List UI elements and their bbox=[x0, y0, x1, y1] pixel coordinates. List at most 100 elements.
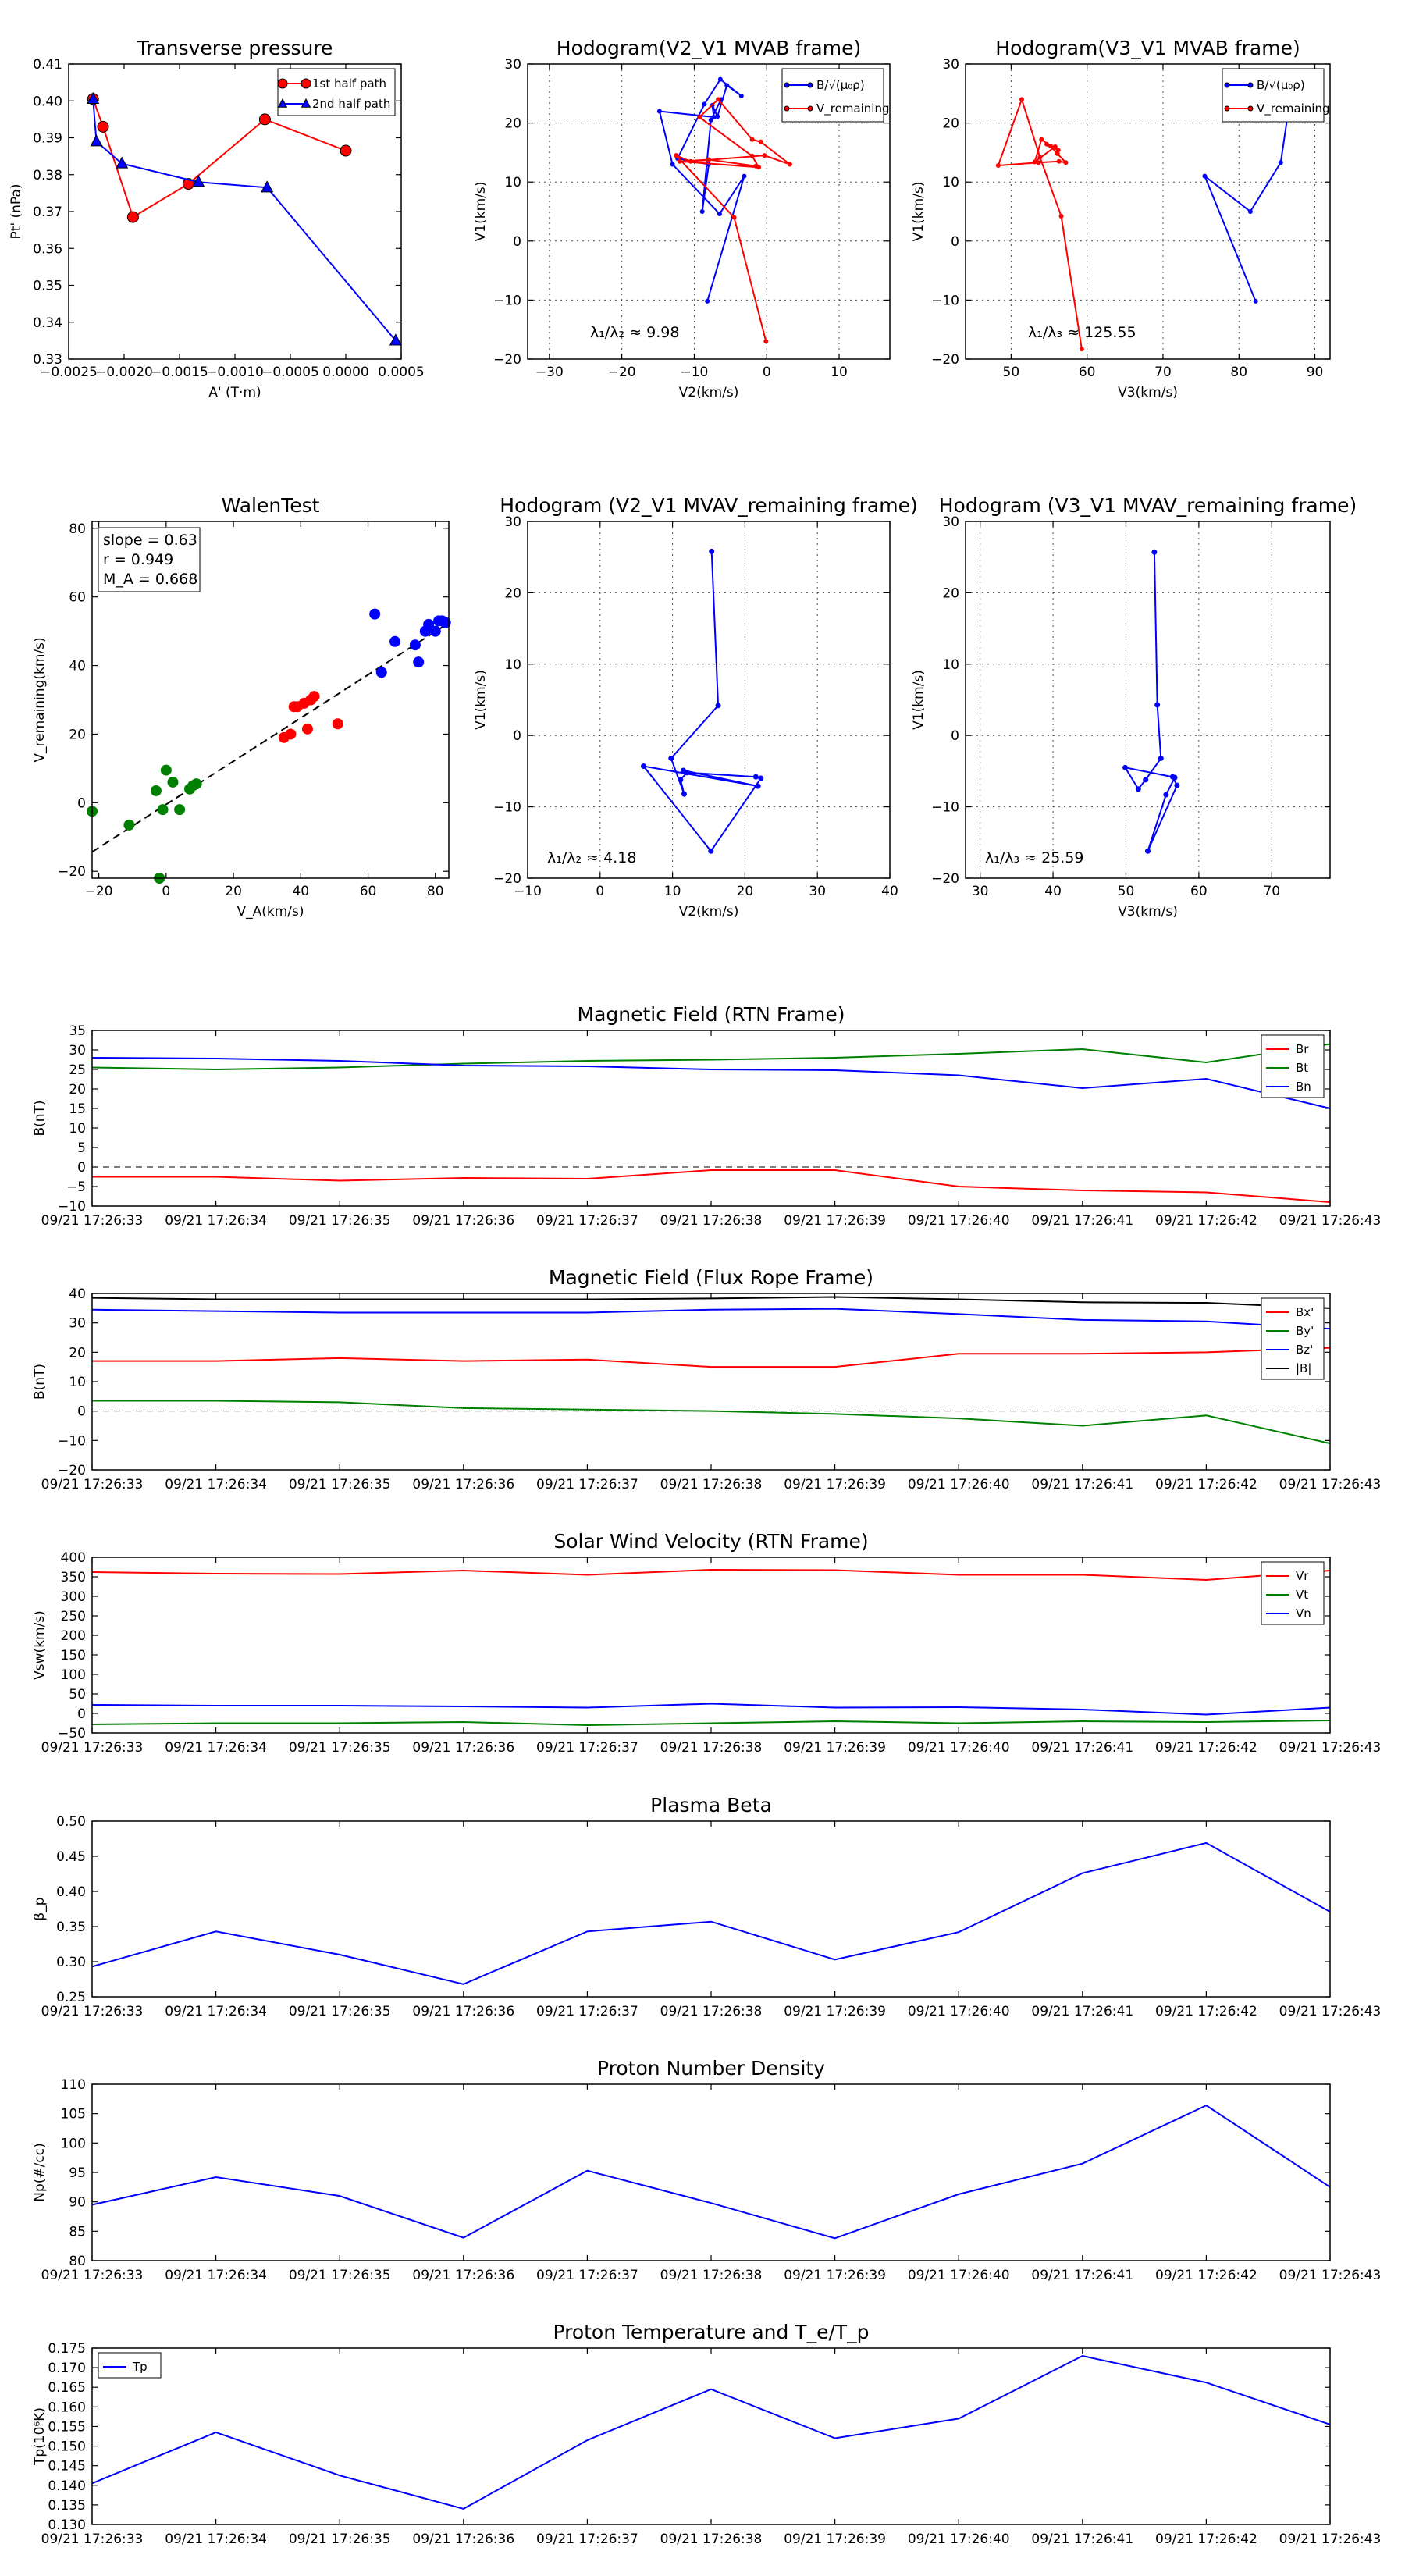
time-tick-label: 09/21 17:26:41 bbox=[1031, 1477, 1133, 1493]
data-point bbox=[1143, 777, 1149, 783]
time-tick-label: 09/21 17:26:39 bbox=[784, 1740, 886, 1756]
series-line bbox=[91, 1720, 1331, 1727]
data-point bbox=[340, 144, 352, 157]
y-axis-label: V_remaining(km/s) bbox=[32, 637, 48, 762]
time-tick-label: 09/21 17:26:34 bbox=[165, 1213, 267, 1229]
data-point bbox=[1202, 173, 1208, 179]
x-tick-label: 30 bbox=[809, 884, 826, 899]
chart-np: Proton Number Density 80 85 90 95 100 105 110 09… bbox=[32, 2057, 1381, 2283]
y-tick-label: 0 bbox=[77, 1706, 86, 1722]
y-axis-label: Pt' (nPa) bbox=[9, 184, 24, 240]
data-point bbox=[742, 173, 747, 179]
y-tick-label: −10 bbox=[58, 1199, 86, 1215]
data-point bbox=[749, 153, 755, 158]
y-axis-label: B(nT) bbox=[32, 1100, 48, 1136]
chart-vsw: Solar Wind Velocity (RTN Frame) −50 0 50 100… bbox=[32, 1530, 1381, 1756]
data-point bbox=[192, 175, 205, 187]
data-point bbox=[150, 785, 162, 796]
data-point bbox=[1154, 702, 1161, 708]
data-point bbox=[731, 215, 737, 220]
y-tick-label: −20 bbox=[493, 871, 521, 887]
chart-mv31: Hodogram (V3_V1 MVAV_remaining frame)30 4… bbox=[911, 494, 1357, 920]
data-point bbox=[1052, 144, 1058, 149]
chart-title: Transverse pressure bbox=[137, 37, 333, 59]
data-point bbox=[708, 848, 714, 854]
legend-box bbox=[1261, 1034, 1325, 1098]
data-point bbox=[1247, 209, 1253, 214]
data-point bbox=[668, 755, 674, 761]
series-line bbox=[1123, 552, 1178, 852]
time-tick-label: 09/21 17:26:37 bbox=[536, 2268, 638, 2283]
data-point bbox=[674, 153, 679, 158]
data-point bbox=[711, 115, 717, 120]
data-point bbox=[413, 656, 425, 668]
y-tick-label: 0.40 bbox=[33, 94, 62, 109]
legend-box bbox=[1222, 68, 1325, 123]
series-line bbox=[92, 98, 397, 342]
y-tick-label: −20 bbox=[58, 1463, 86, 1478]
chart-tp: Transverse pressure −0.0025−0.0020−0.0015… bbox=[9, 37, 425, 400]
x-tick-label: −20 bbox=[85, 884, 113, 899]
y-tick-label: 400 bbox=[61, 1550, 86, 1566]
data-point bbox=[1037, 155, 1043, 160]
chart-tp2: Proton Temperature and T_e/T_p 0.130 0.135… bbox=[32, 2321, 1381, 2547]
y-tick-label: −20 bbox=[493, 352, 521, 368]
y-tick-label: 0.35 bbox=[33, 279, 62, 294]
data-point bbox=[763, 339, 769, 344]
time-tick-label: 09/21 17:26:35 bbox=[289, 1213, 391, 1229]
time-tick-label: 09/21 17:26:36 bbox=[412, 2268, 514, 2283]
data-point bbox=[116, 156, 129, 169]
x-tick-label: 50 bbox=[1118, 884, 1135, 899]
eigen-ratio-annotation: λ₁/λ₃ ≈ 25.59 bbox=[985, 849, 1084, 866]
time-tick-label: 09/21 17:26:34 bbox=[165, 1740, 267, 1756]
time-tick-label: 09/21 17:26:43 bbox=[1279, 1477, 1382, 1493]
x-tick-label: 60 bbox=[360, 884, 377, 899]
x-tick-label: 80 bbox=[427, 884, 444, 899]
data-point bbox=[670, 162, 675, 167]
y-tick-label: 0.150 bbox=[48, 2439, 86, 2455]
y-tick-label: 5 bbox=[77, 1140, 86, 1156]
time-tick-label: 09/21 17:26:40 bbox=[908, 1477, 1010, 1493]
plot-frame bbox=[91, 1820, 1331, 1998]
time-tick-label: 09/21 17:26:43 bbox=[1279, 2268, 1382, 2283]
time-tick-label: 09/21 17:26:35 bbox=[289, 1477, 391, 1493]
data-point bbox=[702, 101, 707, 107]
y-tick-label: 35 bbox=[69, 1023, 86, 1039]
plot-frame bbox=[91, 1030, 1331, 1207]
y-tick-label: 10 bbox=[69, 1375, 86, 1390]
y-tick-label: 0.38 bbox=[33, 168, 62, 183]
plot-frame bbox=[68, 63, 402, 360]
data-point bbox=[758, 775, 764, 781]
time-tick-label: 09/21 17:26:41 bbox=[1031, 2268, 1133, 2283]
series-line bbox=[92, 98, 347, 219]
time-tick-label: 09/21 17:26:33 bbox=[41, 1740, 144, 1756]
chart-h31: Hodogram(V3_V1 MVAB frame) 50 60 70 80 90 −20 −… bbox=[911, 37, 1331, 400]
y-tick-label: 0.170 bbox=[48, 2361, 86, 2376]
time-tick-label: 09/21 17:26:38 bbox=[660, 1477, 763, 1493]
plot-frame bbox=[91, 1557, 1331, 1734]
data-point bbox=[285, 728, 297, 740]
data-point bbox=[681, 791, 687, 797]
y-axis-label: B(nT) bbox=[32, 1364, 48, 1400]
chart-title: Hodogram(V2_V1 MVAB frame) bbox=[557, 37, 861, 59]
time-tick-label: 09/21 17:26:35 bbox=[289, 2004, 391, 2019]
data-point bbox=[160, 764, 172, 776]
data-point bbox=[688, 158, 693, 164]
eigen-ratio-annotation: λ₁/λ₂ ≈ 9.98 bbox=[590, 324, 679, 341]
y-tick-label: 15 bbox=[69, 1101, 86, 1117]
series-line bbox=[92, 1169, 1331, 1203]
chart-title: WalenTest bbox=[222, 494, 320, 517]
x-tick-label: 90 bbox=[1307, 365, 1324, 380]
y-tick-label: 0.34 bbox=[33, 315, 62, 331]
y-tick-label: −20 bbox=[931, 352, 959, 368]
data-point bbox=[174, 804, 186, 816]
data-point bbox=[753, 163, 759, 169]
y-tick-label: −10 bbox=[931, 800, 959, 816]
y-axis-label: Vsw(km/s) bbox=[32, 1610, 48, 1680]
x-tick-label: 0.0005 bbox=[378, 365, 424, 380]
y-tick-label: 0 bbox=[77, 795, 86, 811]
legend-label: B/√(μ₀ρ) bbox=[1257, 78, 1305, 92]
time-tick-label: 09/21 17:26:35 bbox=[289, 2532, 391, 2547]
y-tick-label: 20 bbox=[942, 585, 959, 601]
x-tick-label: 40 bbox=[1044, 884, 1062, 899]
